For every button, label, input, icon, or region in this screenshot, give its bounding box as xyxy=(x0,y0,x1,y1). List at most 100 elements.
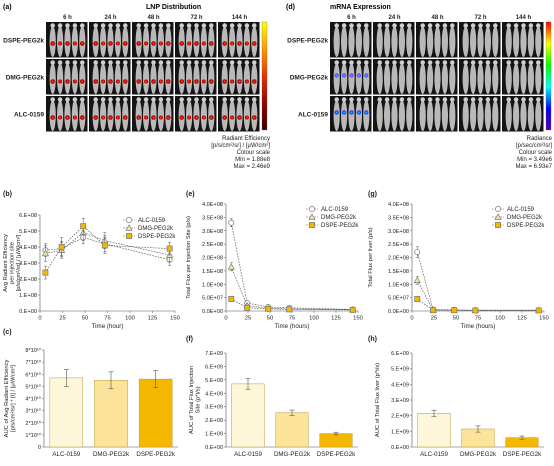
mouse-head xyxy=(151,23,156,28)
mouse-silhouette xyxy=(470,63,477,94)
data-point xyxy=(414,249,421,256)
mouse-silhouette xyxy=(71,26,78,57)
y-tick-label: 8*10¹⁰ xyxy=(25,347,41,354)
signal-spot-core xyxy=(124,42,127,45)
mouse-head xyxy=(123,23,128,28)
mouse-silhouette xyxy=(520,100,527,131)
data-point xyxy=(349,306,356,313)
y-tick-label: 2.0E+08 xyxy=(202,256,223,262)
x-tick-label: 100 xyxy=(309,316,319,322)
y-tick-label: 3*10¹⁰ xyxy=(25,408,41,415)
mouse-head xyxy=(407,60,412,65)
scale-label: Colour scale xyxy=(519,150,553,156)
signal-spot-core xyxy=(94,116,97,119)
x-tick-label: 100 xyxy=(125,316,135,322)
y-tick-label: 5*10¹⁰ xyxy=(25,383,41,390)
legend-entry: ALC-0159 xyxy=(138,218,166,224)
mouse-head xyxy=(463,97,469,102)
y-tick-label: 5.0E+07 xyxy=(202,296,223,302)
signal-spot-core xyxy=(159,42,162,45)
mouse-head xyxy=(485,97,491,102)
y-tick-label: 4.0E+08 xyxy=(202,202,223,208)
mouse-head xyxy=(115,97,121,102)
mouse-silhouette xyxy=(384,63,391,94)
signal-spot-core xyxy=(253,42,256,45)
y-tick-label: 1.5E+08 xyxy=(388,269,409,275)
mouse-silhouette xyxy=(434,100,441,131)
mouse-silhouette xyxy=(406,100,413,131)
data-point xyxy=(41,249,49,257)
y-axis-label: Total Flux per liver (p/s) xyxy=(368,227,374,287)
mouse-head xyxy=(50,60,55,65)
y-tick-label: 1.E+08 xyxy=(19,293,37,299)
mouse-silhouette xyxy=(462,63,469,94)
y-tick-label: 6.E+09 xyxy=(391,351,409,357)
y-tick-label: 1.E+09 xyxy=(205,432,223,438)
legend-marker xyxy=(309,206,315,212)
mouse-silhouette xyxy=(427,100,434,131)
mouse-head xyxy=(222,97,227,102)
signal-spot-core xyxy=(343,74,346,77)
y-tick-label: 0.E+00 xyxy=(19,309,37,315)
signal-spot-core xyxy=(188,42,191,45)
mouse-head xyxy=(194,97,199,102)
mouse-head xyxy=(244,60,250,65)
mouse-head xyxy=(115,23,121,28)
y-tick-label: 6*10¹⁰ xyxy=(25,371,41,378)
signal-spot-core xyxy=(73,80,76,83)
y-tick-label: 5.0E+07 xyxy=(388,296,409,302)
chart-e: (e) 0.0E+00 5.0E+07 1.0E+08 1.5E+08 2.0E+08 2.… xyxy=(186,191,363,330)
x-tick-label: 0 xyxy=(224,316,227,322)
y-tick-label: 3.5E+08 xyxy=(388,215,409,221)
y-tick-label: 3.5E+08 xyxy=(202,215,223,221)
y-tick-label: 4.E+09 xyxy=(205,391,223,397)
mouse-silhouette xyxy=(236,63,243,94)
y-axis-label: Site (p*t/s) xyxy=(196,386,202,413)
chart-h: (h) 0.E+00 1.E+09 2.E+09 3.E+09 4.E+09 5.E+09 6… xyxy=(368,336,544,458)
x-tick-label: 75 xyxy=(104,316,110,322)
data-point xyxy=(228,296,235,302)
scale-title: Radiant Efficiency xyxy=(222,136,270,142)
mouse-silhouette xyxy=(341,26,348,57)
mouse-silhouette xyxy=(441,100,448,131)
signal-spot-core xyxy=(59,80,62,83)
signal-spot-core xyxy=(180,80,183,83)
signal-spot-core xyxy=(350,111,353,114)
mouse-head xyxy=(506,60,512,65)
mouse-silhouette xyxy=(449,100,456,131)
mouse-head xyxy=(528,97,534,102)
y-tick-label: 0.E+00 xyxy=(391,445,409,451)
mouse-head xyxy=(384,97,390,102)
mouse-head xyxy=(136,23,141,28)
mouse-silhouette xyxy=(406,63,413,94)
x-tick-label: 150 xyxy=(170,316,180,322)
signal-spot-core xyxy=(343,111,346,114)
mouse-head xyxy=(427,23,433,28)
mouse-silhouette xyxy=(505,26,512,57)
panel-letter: (f) xyxy=(186,336,193,343)
signal-spot-core xyxy=(137,42,140,45)
bar xyxy=(231,383,265,448)
x-tick-label: 25 xyxy=(431,316,437,322)
mouse-head xyxy=(435,97,440,102)
signal-spot-core xyxy=(109,116,112,119)
signal-spot-core xyxy=(245,116,248,119)
mouse-head xyxy=(536,97,541,102)
mouse-silhouette xyxy=(419,26,426,57)
mouse-head xyxy=(166,23,171,28)
mouse-silhouette xyxy=(363,100,370,131)
signal-spot-core xyxy=(137,116,140,119)
mouse-head xyxy=(485,60,491,65)
category-label: ALC-0159 xyxy=(420,451,448,458)
signal-spot-core xyxy=(102,80,105,83)
mouse-silhouette xyxy=(200,63,207,94)
signal-spot-core xyxy=(180,42,183,45)
signal-spot-core xyxy=(145,80,148,83)
y-tick-label: 1.E+09 xyxy=(391,429,409,435)
mouse-head xyxy=(209,23,214,28)
x-tick-label: 100 xyxy=(495,316,505,322)
mouse-head xyxy=(143,23,149,28)
y-axis-label: Total Flux per Injection Site (p/s) xyxy=(186,216,192,299)
mouse-silhouette xyxy=(462,100,469,131)
y-tick-label: 4.0E+08 xyxy=(388,202,409,208)
